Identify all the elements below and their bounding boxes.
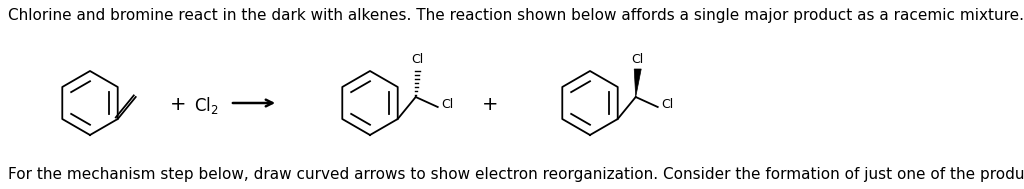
Text: +: + (170, 95, 186, 115)
Text: Cl: Cl (662, 98, 674, 112)
Text: For the mechanism step below, draw curved arrows to show electron reorganization: For the mechanism step below, draw curve… (8, 167, 1024, 182)
Text: +: + (481, 95, 499, 115)
Polygon shape (634, 69, 641, 97)
Text: Cl: Cl (441, 98, 454, 112)
Text: Chlorine and bromine react in the dark with alkenes. The reaction shown below af: Chlorine and bromine react in the dark w… (8, 8, 1024, 23)
Text: Cl: Cl (412, 53, 424, 66)
Text: Cl: Cl (632, 53, 644, 66)
Text: Cl$_2$: Cl$_2$ (194, 94, 218, 115)
